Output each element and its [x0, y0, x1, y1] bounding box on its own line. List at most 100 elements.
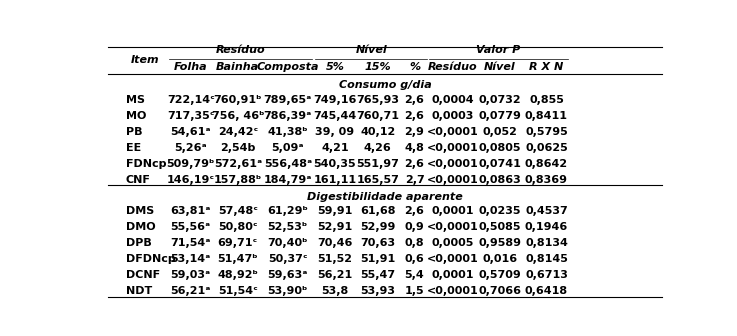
Text: 2,6: 2,6: [405, 206, 425, 216]
Text: 63,81ᵃ: 63,81ᵃ: [170, 206, 211, 216]
Text: 4,26: 4,26: [364, 143, 391, 153]
Text: 760,91ᵇ: 760,91ᵇ: [214, 94, 262, 104]
Text: <0,0001: <0,0001: [427, 159, 478, 169]
Text: Composta: Composta: [256, 62, 319, 72]
Text: Digestibilidade aparente: Digestibilidade aparente: [307, 192, 463, 202]
Text: Bainha: Bainha: [216, 62, 259, 72]
Text: 70,63: 70,63: [360, 238, 395, 248]
Text: NDT: NDT: [126, 286, 152, 296]
Text: 745,44: 745,44: [313, 111, 357, 121]
Text: 51,91: 51,91: [360, 254, 395, 264]
Text: 51,54ᶜ: 51,54ᶜ: [218, 286, 258, 296]
Text: DPB: DPB: [126, 238, 152, 248]
Text: Item: Item: [130, 55, 159, 65]
Text: 70,40ᵇ: 70,40ᵇ: [268, 238, 308, 248]
Text: 59,91: 59,91: [317, 206, 352, 216]
Text: 52,53ᵇ: 52,53ᵇ: [268, 222, 308, 232]
Text: <0,0001: <0,0001: [427, 254, 478, 264]
Text: 40,12: 40,12: [360, 127, 395, 137]
Text: 69,71ᶜ: 69,71ᶜ: [217, 238, 258, 248]
Text: 0,0741: 0,0741: [478, 159, 521, 169]
Text: DFDNcp: DFDNcp: [126, 254, 175, 264]
Text: 0,6418: 0,6418: [525, 286, 568, 296]
Text: 0,9: 0,9: [405, 222, 425, 232]
Text: 55,47: 55,47: [360, 270, 395, 280]
Text: 57,48ᶜ: 57,48ᶜ: [218, 206, 258, 216]
Text: 765,93: 765,93: [356, 94, 399, 104]
Text: 0,0004: 0,0004: [431, 94, 474, 104]
Text: <0,0001: <0,0001: [427, 175, 478, 185]
Text: 55,56ᵃ: 55,56ᵃ: [170, 222, 211, 232]
Text: 0,7066: 0,7066: [478, 286, 522, 296]
Text: <0,0001: <0,0001: [427, 286, 478, 296]
Text: 556,48ᵃ: 556,48ᵃ: [264, 159, 312, 169]
Text: <0,0001: <0,0001: [427, 143, 478, 153]
Text: DMS: DMS: [126, 206, 154, 216]
Text: 50,80ᶜ: 50,80ᶜ: [218, 222, 257, 232]
Text: 54,61ᵃ: 54,61ᵃ: [170, 127, 211, 137]
Text: 41,38ᵇ: 41,38ᵇ: [268, 127, 308, 137]
Text: 1,5: 1,5: [405, 286, 425, 296]
Text: 4,21: 4,21: [321, 143, 349, 153]
Text: 61,29ᵇ: 61,29ᵇ: [268, 206, 308, 216]
Text: 0,8411: 0,8411: [525, 111, 568, 121]
Text: 51,47ᵇ: 51,47ᵇ: [217, 254, 258, 264]
Text: 0,5085: 0,5085: [479, 222, 521, 232]
Text: 0,8: 0,8: [405, 238, 425, 248]
Text: 4,8: 4,8: [405, 143, 425, 153]
Text: 53,90ᵇ: 53,90ᵇ: [268, 286, 308, 296]
Text: 0,0805: 0,0805: [479, 143, 521, 153]
Text: 717,35ᶜ: 717,35ᶜ: [167, 111, 214, 121]
Text: 0,9589: 0,9589: [478, 238, 522, 248]
Text: 572,61ᵃ: 572,61ᵃ: [214, 159, 262, 169]
Text: 0,1946: 0,1946: [525, 222, 568, 232]
Text: 0,6: 0,6: [405, 254, 425, 264]
Text: 0,5795: 0,5795: [525, 127, 568, 137]
Text: 0,855: 0,855: [529, 94, 564, 104]
Text: CNF: CNF: [126, 175, 150, 185]
Text: 789,65ᵃ: 789,65ᵃ: [264, 94, 312, 104]
Text: 0,0235: 0,0235: [479, 206, 521, 216]
Text: 71,54ᵃ: 71,54ᵃ: [170, 238, 211, 248]
Text: 540,35: 540,35: [313, 159, 356, 169]
Text: 551,97: 551,97: [356, 159, 399, 169]
Text: 760,71: 760,71: [356, 111, 399, 121]
Text: 165,57: 165,57: [356, 175, 399, 185]
Text: 0,5709: 0,5709: [478, 270, 521, 280]
Text: 50,37ᶜ: 50,37ᶜ: [268, 254, 307, 264]
Text: 53,8: 53,8: [321, 286, 349, 296]
Text: 61,68: 61,68: [360, 206, 396, 216]
Text: 0,016: 0,016: [483, 254, 517, 264]
Text: 56,21: 56,21: [317, 270, 352, 280]
Text: 5,09ᵃ: 5,09ᵃ: [271, 143, 304, 153]
Text: 52,91: 52,91: [317, 222, 352, 232]
Text: 70,46: 70,46: [317, 238, 352, 248]
Text: 52,99: 52,99: [360, 222, 395, 232]
Text: R X N: R X N: [529, 62, 564, 72]
Text: <0,0001: <0,0001: [427, 127, 478, 137]
Text: EE: EE: [126, 143, 141, 153]
Text: 0,0001: 0,0001: [431, 270, 474, 280]
Text: 749,16: 749,16: [313, 94, 357, 104]
Text: 2,7: 2,7: [405, 175, 425, 185]
Text: 722,14ᶜ: 722,14ᶜ: [167, 94, 214, 104]
Text: 0,0732: 0,0732: [478, 94, 521, 104]
Text: DCNF: DCNF: [126, 270, 160, 280]
Text: MS: MS: [126, 94, 145, 104]
Text: 0,0001: 0,0001: [431, 206, 474, 216]
Text: 756, 46ᵇ: 756, 46ᵇ: [212, 111, 264, 121]
Text: 0,0863: 0,0863: [478, 175, 521, 185]
Text: Consumo g/dia: Consumo g/dia: [339, 80, 431, 90]
Text: 39, 09: 39, 09: [315, 127, 354, 137]
Text: 59,03ᵃ: 59,03ᵃ: [170, 270, 211, 280]
Text: 59,63ᵃ: 59,63ᵃ: [268, 270, 308, 280]
Text: 0,8642: 0,8642: [525, 159, 568, 169]
Text: Folha: Folha: [174, 62, 207, 72]
Text: 0,0779: 0,0779: [478, 111, 521, 121]
Text: 0,6713: 0,6713: [525, 270, 568, 280]
Text: 0,0005: 0,0005: [431, 238, 474, 248]
Text: 2,6: 2,6: [405, 94, 425, 104]
Text: 0,0625: 0,0625: [525, 143, 568, 153]
Text: 2,6: 2,6: [405, 159, 425, 169]
Text: 53,93: 53,93: [360, 286, 395, 296]
